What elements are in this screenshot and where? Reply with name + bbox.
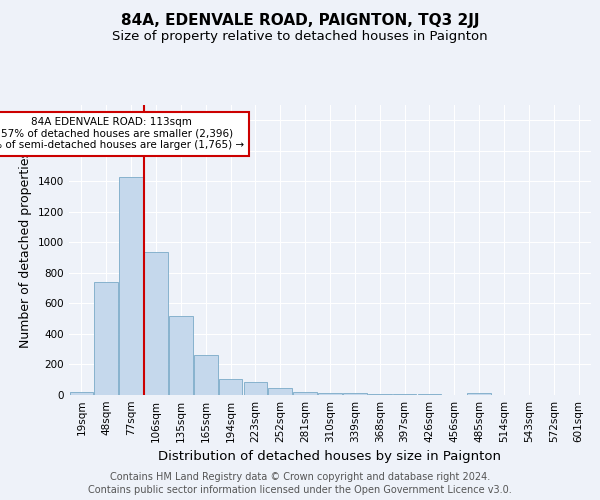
Bar <box>467 393 491 395</box>
Bar <box>268 388 292 395</box>
Bar <box>194 354 218 395</box>
Bar <box>169 316 193 395</box>
Y-axis label: Number of detached properties: Number of detached properties <box>19 152 32 348</box>
Bar <box>368 394 392 395</box>
X-axis label: Distribution of detached houses by size in Paignton: Distribution of detached houses by size … <box>158 450 502 464</box>
Bar <box>343 393 367 395</box>
Bar <box>244 382 267 395</box>
Bar <box>418 394 441 395</box>
Bar <box>293 392 317 395</box>
Bar <box>318 392 342 395</box>
Bar <box>70 392 93 395</box>
Bar <box>94 282 118 395</box>
Bar <box>393 394 416 395</box>
Text: 84A EDENVALE ROAD: 113sqm
← 57% of detached houses are smaller (2,396)
42% of se: 84A EDENVALE ROAD: 113sqm ← 57% of detac… <box>0 117 244 150</box>
Text: Contains public sector information licensed under the Open Government Licence v3: Contains public sector information licen… <box>88 485 512 495</box>
Bar <box>219 378 242 395</box>
Text: Contains HM Land Registry data © Crown copyright and database right 2024.: Contains HM Land Registry data © Crown c… <box>110 472 490 482</box>
Bar <box>144 252 168 395</box>
Text: 84A, EDENVALE ROAD, PAIGNTON, TQ3 2JJ: 84A, EDENVALE ROAD, PAIGNTON, TQ3 2JJ <box>121 12 479 28</box>
Text: Size of property relative to detached houses in Paignton: Size of property relative to detached ho… <box>112 30 488 43</box>
Bar <box>119 176 143 395</box>
